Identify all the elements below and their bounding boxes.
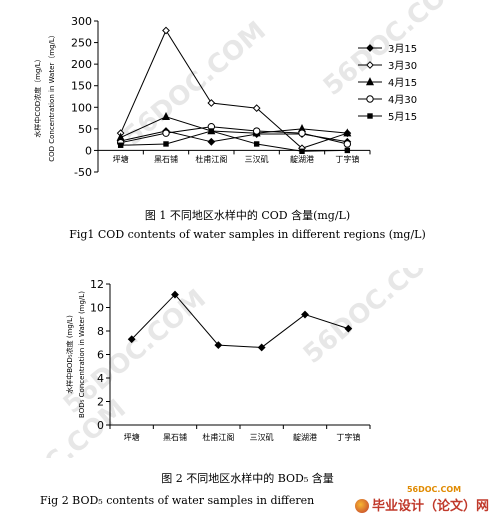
x-tick-label: 丁字镇: [335, 154, 359, 164]
y-tick-label: 300: [71, 15, 92, 28]
data-point: [162, 26, 170, 35]
x-tick-label: 靛湖港: [290, 154, 314, 164]
x-tick-label: 三汉矶: [245, 155, 269, 164]
y-tick-label: 2: [97, 396, 104, 409]
data-point: [214, 341, 223, 350]
series-line: [120, 126, 348, 145]
series-line: [120, 29, 348, 149]
figure1-caption-en: Fig1 COD contents of water samples in di…: [69, 228, 426, 241]
data-point: [301, 310, 309, 319]
y-tick-label: 100: [71, 101, 92, 114]
bod-line-chart: 56DOC.COM56DOC.COM56DOC.COM024681012坪塘黑石…: [0, 268, 452, 458]
watermark-text: 56DOC.COM: [118, 16, 272, 152]
x-tick-label: 靛湖港: [293, 432, 317, 442]
data-point: [344, 147, 351, 154]
cod-line-chart: 56DOC.COM 56DOC.COM-50050100150200250300坪…: [33, 0, 472, 179]
data-point: [298, 129, 306, 137]
data-point: [252, 104, 261, 113]
x-tick-label: 丁字镇: [336, 432, 360, 442]
figure2-caption-en: Fig 2 BOD₅ contents of water samples in …: [40, 494, 315, 507]
data-point: [161, 111, 171, 120]
data-point: [127, 335, 136, 344]
x-tick-label: 黑石铺: [154, 154, 178, 164]
y-tick-label: 8: [97, 325, 104, 338]
data-point: [171, 290, 179, 299]
y-axis-label: 水样中BOD₅浓度 (mg/L): [65, 315, 74, 394]
y-tick-label: 10: [90, 302, 104, 315]
series-line: [120, 130, 348, 152]
x-tick-label: 坪塘: [124, 432, 140, 442]
data-point: [207, 99, 216, 107]
y-axis-label: 水样中COD浓度（mg/L）: [33, 55, 42, 137]
legend-label: 5月15: [388, 111, 417, 123]
legend-marker: [365, 77, 375, 86]
data-point: [344, 324, 353, 333]
y-tick-label: 50: [78, 123, 92, 136]
legend-marker: [366, 61, 374, 69]
y-tick-label: 250: [71, 37, 92, 50]
data-point: [257, 343, 266, 352]
y-axis-label-en: COD Concentration in Water（mg/L）: [48, 31, 56, 162]
legend-marker: [366, 44, 374, 52]
legend-label: 4月15: [388, 77, 417, 89]
x-tick-label: 黑石铺: [163, 432, 187, 442]
logo-small-text: 56DOC.COM: [406, 485, 462, 494]
y-tick-label: 4: [97, 372, 104, 385]
legend-marker: [366, 95, 374, 103]
x-tick-label: 坪塘: [113, 154, 129, 164]
y-tick-label: 150: [71, 80, 92, 93]
data-point: [343, 128, 352, 137]
x-tick-label: 三汉矶: [250, 433, 274, 442]
data-point: [252, 127, 261, 135]
site-logo: 56DOC.COM 毕业设计（论文）网: [354, 485, 489, 514]
data-point: [299, 148, 305, 154]
legend-label: 4月30: [388, 94, 417, 106]
legend-marker: [367, 113, 373, 119]
data-point: [253, 141, 260, 147]
legend-label: 3月15: [388, 43, 417, 55]
y-tick-label: 200: [71, 58, 92, 71]
y-tick-label: 0: [85, 144, 92, 157]
x-tick-label: 杜甫江阁: [202, 432, 234, 442]
data-point: [162, 129, 170, 137]
x-tick-label: 杜甫江阁: [195, 154, 227, 164]
series-line: [120, 116, 348, 138]
legend-label: 3月30: [388, 60, 417, 72]
data-point: [343, 140, 352, 148]
data-point: [163, 141, 169, 147]
y-tick-label: 0: [97, 419, 104, 432]
y-tick-label: 6: [97, 349, 104, 362]
figure2-caption-cn: 图 2 不同地区水样中的 BOD₅ 含量: [161, 472, 334, 485]
logo-main-text: 毕业设计（论文）网: [371, 499, 489, 514]
figure1-caption-cn: 图 1 不同地区水样中的 COD 含量(mg/L): [144, 209, 351, 222]
y-tick-label: 12: [90, 278, 104, 291]
y-tick-label: -50: [74, 166, 92, 179]
data-point: [117, 142, 124, 148]
series-line: [131, 293, 349, 348]
data-point: [207, 137, 216, 146]
watermark-text: 56DOC.COM: [298, 268, 452, 370]
y-axis-label-en: BOD₅ Concentration in Water (mg/L): [78, 291, 86, 418]
data-point: [208, 128, 215, 134]
logo-badge-icon: [354, 498, 369, 513]
